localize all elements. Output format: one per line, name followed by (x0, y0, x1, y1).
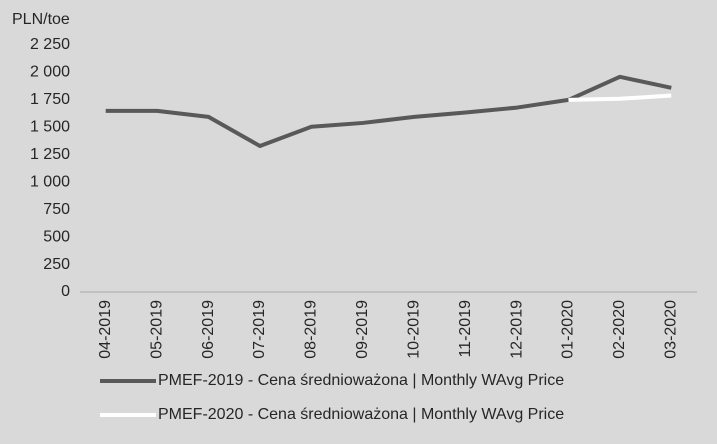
x-tick-label: 11-2019 (457, 300, 474, 358)
y-tick-label: 1 250 (30, 146, 70, 163)
series-line (105, 74, 672, 148)
x-tick-label: 08-2019 (303, 300, 320, 359)
x-tick-label: 09-2019 (354, 300, 371, 359)
x-tick-label: 05-2019 (148, 300, 165, 359)
x-tick-label: 12-2019 (508, 300, 525, 359)
y-tick-label: 1 000 (30, 173, 70, 190)
y-axis-label: PLN/toe (12, 11, 70, 28)
y-tick-label: 0 (61, 283, 70, 300)
legend-label: PMEF-2020 - Cena średnioważona | Monthly… (158, 406, 564, 423)
x-tick-label: 02-2020 (611, 300, 628, 359)
y-tick-label: 1 750 (30, 91, 70, 108)
y-tick-label: 250 (43, 256, 70, 273)
y-tick-label: 2 000 (30, 64, 70, 81)
x-tick-label: 01-2020 (560, 300, 577, 359)
y-tick-label: 750 (43, 201, 70, 218)
x-tick-label: 04-2019 (97, 300, 114, 359)
y-tick-label: 500 (43, 228, 70, 245)
x-tick-label: 07-2019 (251, 300, 268, 359)
x-tick-label: 03-2020 (663, 300, 680, 359)
x-tick-label: 10-2019 (405, 300, 422, 359)
series-line (568, 93, 672, 102)
y-tick-label: 2 250 (30, 36, 70, 53)
y-tick-label: 1 500 (30, 119, 70, 136)
legend-label: PMEF-2019 - Cena średnioważona | Monthly… (158, 372, 564, 389)
x-tick-label: 06-2019 (200, 300, 217, 359)
